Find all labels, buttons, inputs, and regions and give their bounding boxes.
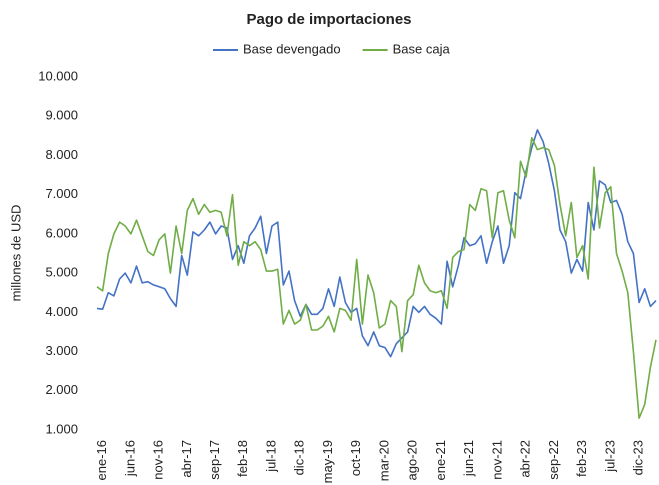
x-tick-label: nov-21 <box>489 440 504 480</box>
legend-label: Base caja <box>393 41 451 56</box>
x-tick-label: jul-23 <box>602 440 617 473</box>
x-tick-label: mar-20 <box>376 440 391 481</box>
x-tick-label: ene-16 <box>94 440 109 480</box>
x-tick-label: abr-17 <box>179 440 194 478</box>
x-tick-label: sep-17 <box>207 440 222 480</box>
x-tick-label: oct-19 <box>348 440 363 476</box>
y-tick-label: 6.000 <box>45 225 78 240</box>
series-line <box>96 137 657 419</box>
y-tick-label: 10.000 <box>38 68 78 83</box>
x-tick-label: may-19 <box>320 440 335 483</box>
y-axis-label: millones de USD <box>8 205 23 302</box>
x-tick-label: dic-23 <box>630 440 645 475</box>
x-tick-label: dic-18 <box>292 440 307 475</box>
x-tick-label: feb-23 <box>574 440 589 477</box>
y-tick-label: 7.000 <box>45 186 78 201</box>
x-tick-label: ago-20 <box>405 440 420 480</box>
x-tick-label: jun-21 <box>461 440 476 477</box>
y-tick-label: 4.000 <box>45 304 78 319</box>
x-tick-label: abr-22 <box>518 440 533 478</box>
y-tick-label: 1.000 <box>45 421 78 436</box>
x-tick-label: jun-16 <box>122 440 137 477</box>
y-tick-label: 9.000 <box>45 108 78 123</box>
x-tick-label: nov-16 <box>151 440 166 480</box>
x-tick-label: sep-22 <box>546 440 561 480</box>
legend-label: Base devengado <box>243 41 341 56</box>
x-tick-label: ene-21 <box>433 440 448 480</box>
x-tick-label: feb-18 <box>235 440 250 477</box>
chart-title: Pago de importaciones <box>246 11 411 28</box>
y-tick-label: 3.000 <box>45 343 78 358</box>
y-tick-label: 2.000 <box>45 382 78 397</box>
series-line <box>96 129 657 358</box>
x-tick-label: jul-18 <box>263 440 278 473</box>
y-tick-label: 5.000 <box>45 265 78 280</box>
y-tick-label: 8.000 <box>45 147 78 162</box>
